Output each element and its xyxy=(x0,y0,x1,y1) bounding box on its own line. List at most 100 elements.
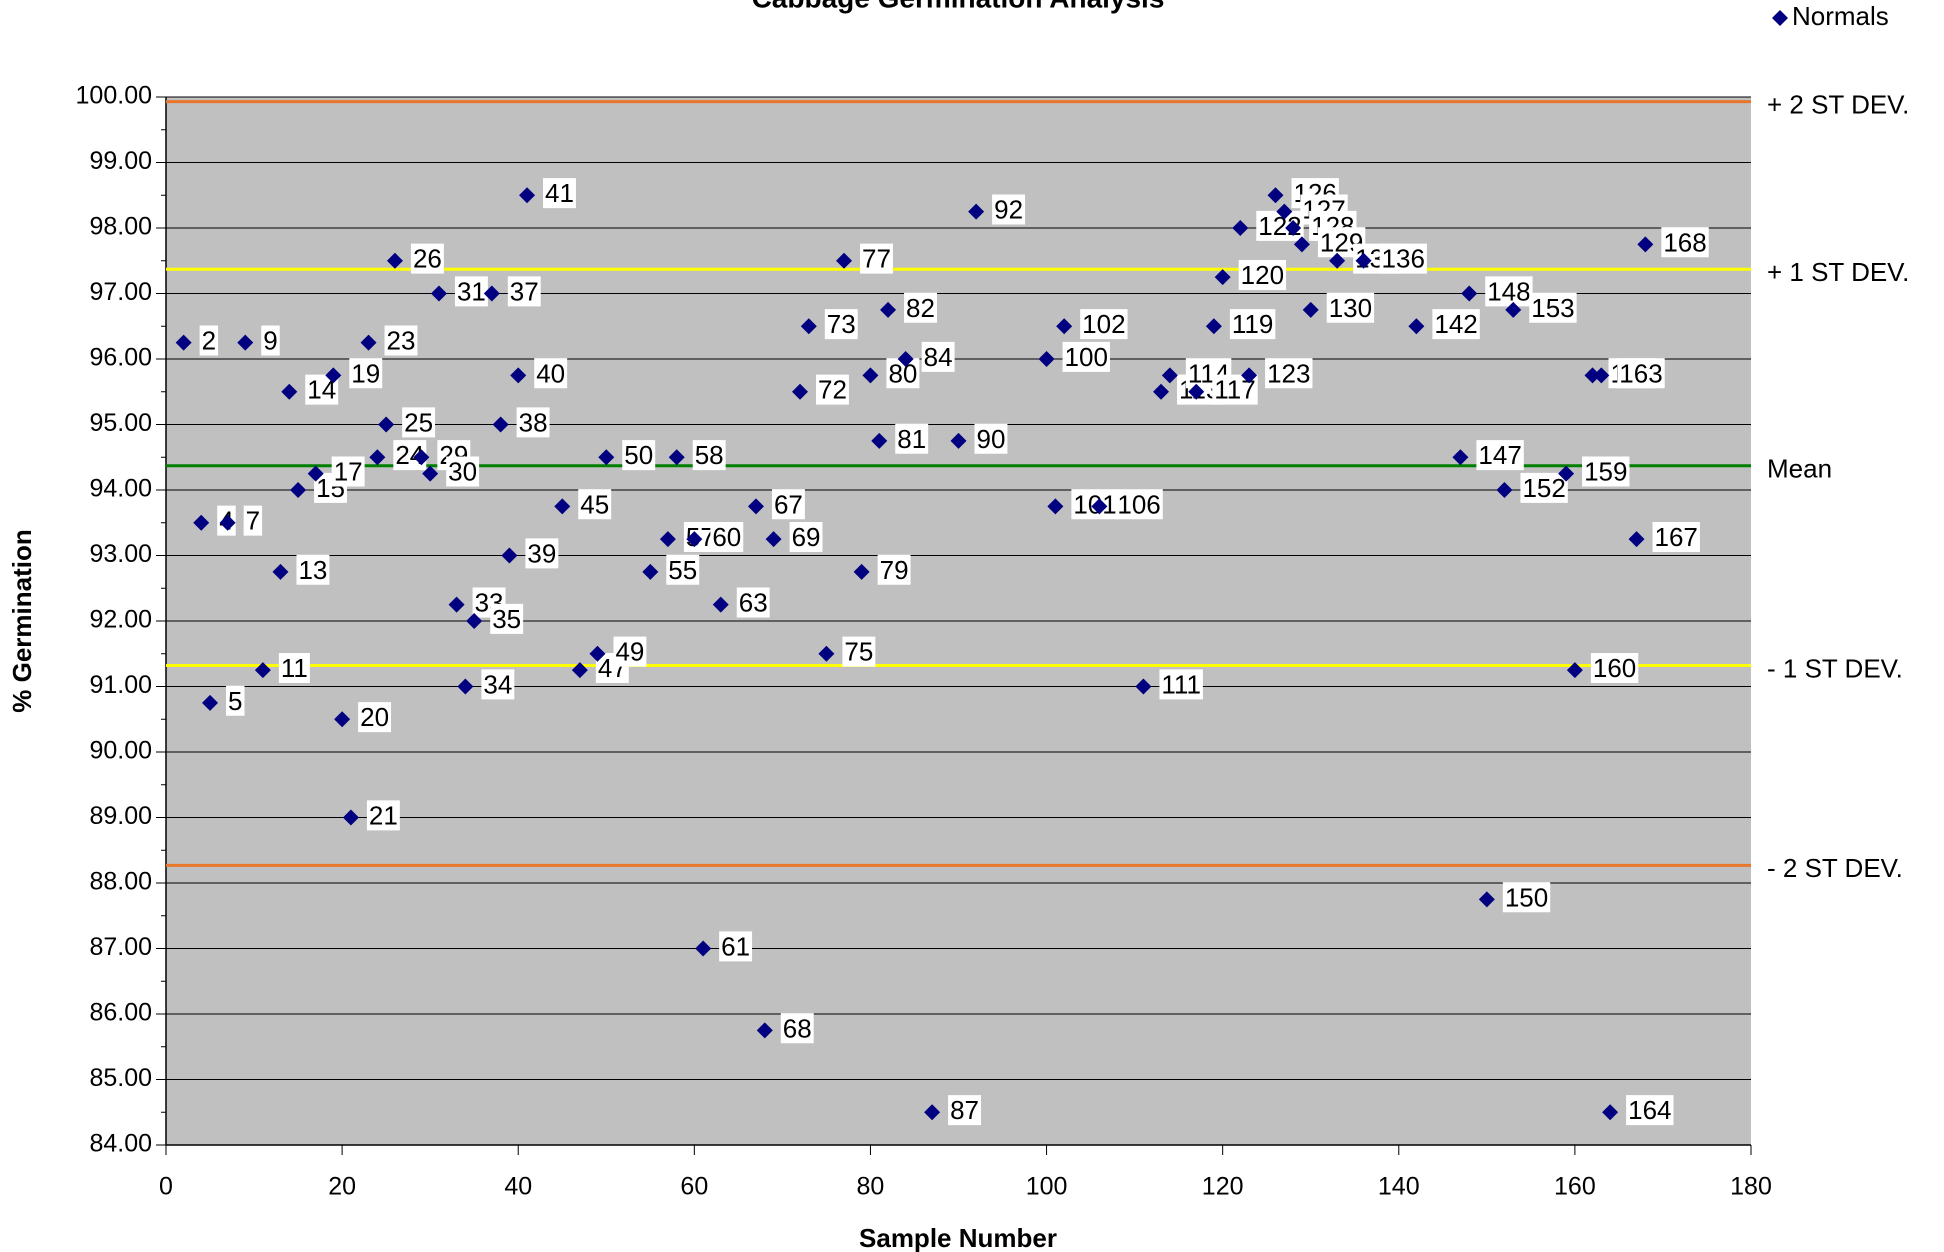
data-point xyxy=(862,367,879,384)
point-label-bg xyxy=(948,1095,982,1126)
point-label-bg xyxy=(1590,653,1639,683)
y-tick-label: 91.00 xyxy=(89,671,152,699)
x-tick-label: 40 xyxy=(504,1173,532,1201)
y-tick-label: 95.00 xyxy=(89,409,152,437)
reference-label: + 2 ST DEV. xyxy=(1767,89,1909,119)
point-label: 41 xyxy=(545,178,574,208)
data-point xyxy=(853,563,870,580)
point-label: 106 xyxy=(1117,489,1160,519)
point-label-bg xyxy=(1238,260,1287,290)
data-point xyxy=(1153,383,1170,400)
point-label: 17 xyxy=(334,457,363,487)
point-label-bg xyxy=(1326,292,1375,323)
point-label-bg xyxy=(1062,341,1110,372)
point-label: 45 xyxy=(580,489,609,519)
data-point xyxy=(818,645,835,662)
legend-label: Normals xyxy=(1792,1,1889,31)
point-label-bg xyxy=(534,358,568,389)
data-point xyxy=(1056,318,1073,335)
reference-label: - 1 ST DEV. xyxy=(1767,653,1903,683)
point-label: 130 xyxy=(1329,293,1372,323)
point-label: 136 xyxy=(1382,244,1425,274)
data-point xyxy=(712,596,729,613)
data-point xyxy=(800,318,817,335)
point-label: 60 xyxy=(712,522,741,552)
y-tick-label: 93.00 xyxy=(89,540,152,568)
data-point xyxy=(659,531,676,548)
point-label: 81 xyxy=(897,424,926,454)
data-point xyxy=(1461,285,1478,302)
data-point xyxy=(519,187,536,204)
point-label-bg xyxy=(842,636,876,667)
point-label: 49 xyxy=(615,637,644,667)
point-label-bg xyxy=(771,489,805,520)
point-label-bg xyxy=(904,292,937,323)
data-point xyxy=(1408,318,1425,335)
data-point xyxy=(1214,269,1231,286)
x-tick-label: 100 xyxy=(1026,1173,1068,1201)
point-label: 150 xyxy=(1505,882,1548,912)
data-point xyxy=(1452,449,1469,466)
point-label: 72 xyxy=(818,375,847,405)
x-tick-label: 160 xyxy=(1554,1173,1596,1201)
point-label-bg xyxy=(622,440,656,471)
point-label-bg xyxy=(1476,440,1524,471)
point-label-bg xyxy=(384,325,418,356)
point-label: 67 xyxy=(774,489,803,519)
point-label: 13 xyxy=(298,555,327,585)
data-point xyxy=(1478,891,1495,908)
data-point xyxy=(1637,236,1654,253)
data-point xyxy=(448,596,465,613)
point-label: 148 xyxy=(1487,276,1530,306)
point-label: 92 xyxy=(994,195,1023,225)
point-label-bg xyxy=(1485,276,1533,307)
point-label-bg xyxy=(226,685,245,716)
data-point xyxy=(792,383,808,400)
data-point xyxy=(1276,203,1293,220)
x-axis-title: Sample Number xyxy=(859,1223,1057,1252)
data-point xyxy=(386,252,403,269)
point-label-bg xyxy=(1529,292,1577,323)
data-point xyxy=(430,285,447,302)
x-tick-label: 0 xyxy=(159,1173,173,1201)
y-tick-label: 90.00 xyxy=(89,737,152,765)
point-label: 63 xyxy=(739,588,768,618)
data-point xyxy=(686,531,703,548)
y-tick-label: 87.00 xyxy=(89,933,152,961)
data-point xyxy=(765,531,782,548)
point-label-bg xyxy=(1502,882,1551,913)
data-point xyxy=(334,711,351,728)
point-label: 21 xyxy=(369,800,398,830)
point-label: 34 xyxy=(483,669,512,699)
data-point xyxy=(695,940,712,957)
point-label-bg xyxy=(1582,456,1630,487)
point-label: 35 xyxy=(492,604,521,634)
data-point xyxy=(1602,1104,1619,1121)
point-label: 147 xyxy=(1478,440,1521,470)
data-point xyxy=(598,449,615,466)
point-label-bg xyxy=(666,554,700,585)
data-point xyxy=(554,498,571,515)
point-label-bg xyxy=(516,407,550,438)
data-point xyxy=(422,465,439,482)
data-point xyxy=(378,416,395,433)
point-label-bg xyxy=(410,243,444,274)
point-label: 82 xyxy=(906,293,935,323)
data-point xyxy=(1355,252,1372,269)
point-label: 20 xyxy=(360,702,389,732)
data-point xyxy=(571,662,588,679)
point-label-bg xyxy=(199,325,219,356)
point-label: 77 xyxy=(862,244,891,274)
y-tick-label: 98.00 xyxy=(89,213,152,241)
point-label: 2 xyxy=(202,326,216,356)
data-point xyxy=(1038,351,1055,367)
data-point xyxy=(254,662,271,679)
data-point xyxy=(924,1104,941,1121)
point-label: 111 xyxy=(1161,669,1201,699)
y-tick-label: 94.00 xyxy=(89,475,152,503)
y-tick-label: 86.00 xyxy=(89,999,152,1027)
point-label-bg xyxy=(481,669,515,700)
point-label: 55 xyxy=(668,555,697,585)
x-tick-label: 60 xyxy=(680,1173,708,1201)
y-tick-label: 85.00 xyxy=(89,1064,152,1092)
